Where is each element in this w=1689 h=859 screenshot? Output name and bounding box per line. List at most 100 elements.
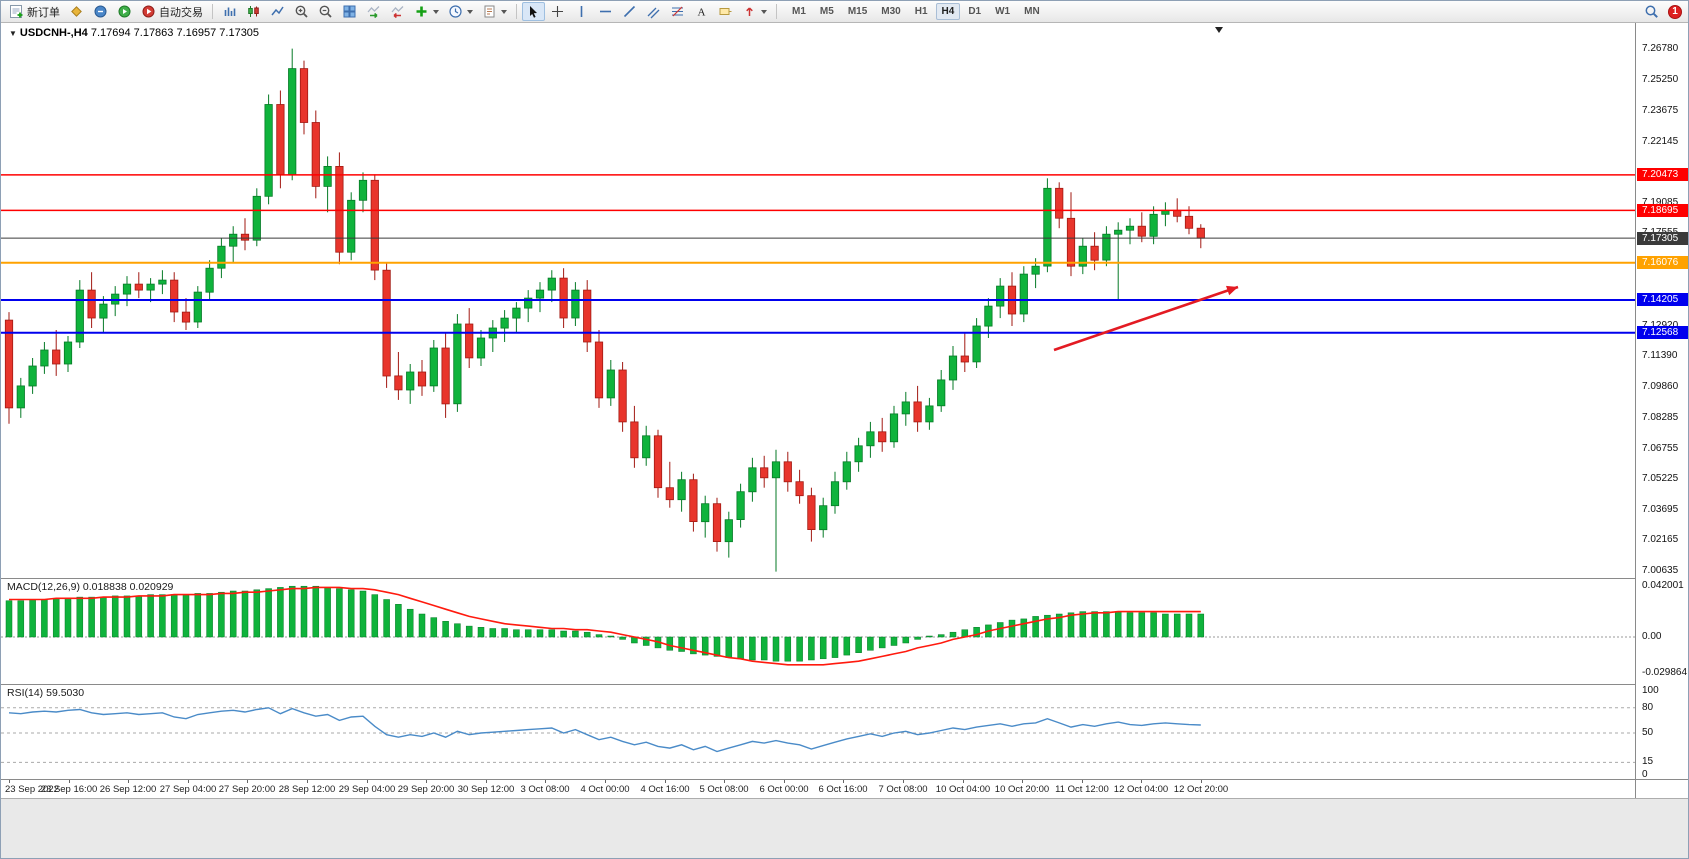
strategy-tester-button[interactable] — [113, 2, 136, 21]
candle-body — [99, 303, 108, 319]
trend-arrow[interactable] — [1053, 285, 1239, 352]
macd-panel-canvas[interactable] — [1, 579, 1635, 683]
macd-histogram-bar — [666, 636, 674, 651]
trendline-tool-button[interactable] — [618, 2, 641, 21]
macd-histogram-bar — [902, 636, 910, 644]
rsi-axis-label: 0 — [1642, 769, 1648, 780]
arrows-tool-button[interactable] — [738, 2, 771, 21]
cursor-tool-button[interactable] — [522, 2, 545, 21]
zoom-out-button[interactable] — [314, 2, 337, 21]
pane-separator[interactable] — [1, 684, 1635, 685]
candle-body — [866, 431, 875, 447]
zoom-out-icon — [319, 5, 332, 18]
time-axis-tick — [367, 780, 368, 783]
candle-body — [984, 305, 993, 327]
candle-body — [854, 445, 863, 463]
macd-histogram-bar — [1103, 611, 1110, 638]
price-axis-label: 7.12920 — [1642, 320, 1678, 332]
timeframe-button-m5[interactable]: M5 — [819, 6, 834, 17]
timeframe-button-mn[interactable]: MN — [1024, 6, 1040, 17]
timeframe-button-m15[interactable]: M15 — [847, 6, 868, 17]
pane-separator[interactable] — [1, 578, 1635, 579]
metaeditor-button[interactable] — [65, 2, 88, 21]
terminal-button[interactable] — [89, 2, 112, 21]
macd-histogram-bar — [1114, 611, 1122, 638]
pivot-line-orange-price-tag: 7.16076 — [1637, 256, 1688, 269]
time-axis-tick — [963, 780, 964, 783]
new-order-label: 新订单 — [27, 6, 60, 19]
macd-histogram-bar — [465, 625, 473, 638]
price-axis[interactable]: 7.267807.252507.236757.221457.190857.175… — [1635, 23, 1688, 780]
timeframe-button-m1[interactable]: M1 — [792, 6, 806, 17]
macd-histogram-bar — [17, 600, 25, 638]
line-chart-button[interactable] — [266, 2, 289, 21]
time-axis-label: 26 Sep 12:00 — [99, 784, 157, 795]
vertical-line-icon — [580, 6, 583, 17]
time-axis-tick — [9, 780, 10, 783]
macd-histogram-bar — [277, 587, 284, 638]
periods-button[interactable] — [444, 2, 477, 21]
indicators-button[interactable] — [410, 2, 443, 21]
time-axis-tick — [903, 780, 904, 783]
scroll-position-marker-icon[interactable] — [1215, 27, 1223, 33]
support-line-lower-price-tag: 7.12568 — [1637, 326, 1688, 339]
time-axis-label: 7 Oct 08:00 — [878, 784, 928, 795]
bar-chart-button[interactable] — [218, 2, 241, 21]
candlestick-chart-button[interactable] — [242, 2, 265, 21]
price-axis-label: 7.11390 — [1642, 350, 1678, 361]
timeframe-button-h1[interactable]: H1 — [914, 6, 928, 17]
macd-histogram-bar — [88, 596, 95, 638]
macd-histogram-bar — [52, 598, 60, 638]
macd-histogram-bar — [760, 636, 768, 661]
macd-histogram-bar — [1126, 612, 1134, 638]
macd-histogram-bar — [808, 636, 815, 661]
candle-body — [760, 467, 769, 479]
candle-body — [500, 317, 509, 329]
rsi-panel-canvas[interactable] — [1, 685, 1635, 779]
tile-windows-button[interactable] — [338, 2, 361, 21]
candle-body — [347, 199, 356, 253]
macd-histogram-bar — [949, 631, 957, 638]
macd-histogram-bar — [170, 594, 178, 638]
text-label-tool-button[interactable] — [714, 2, 737, 21]
macd-histogram-bar — [229, 590, 237, 638]
main-chart-canvas[interactable] — [1, 23, 1635, 579]
vertical-line-tool-button[interactable] — [570, 2, 593, 21]
zoom-in-button[interactable] — [290, 2, 313, 21]
candle-body — [1149, 213, 1158, 237]
candle-body — [948, 355, 958, 381]
macd-histogram-bar — [147, 594, 154, 638]
time-axis-tick — [1082, 780, 1083, 783]
macd-histogram-bar — [76, 596, 84, 638]
candle-body — [28, 365, 37, 387]
horizontal-line-tool-button[interactable] — [594, 2, 617, 21]
macd-histogram-bar — [29, 599, 36, 638]
channel-tool-button[interactable] — [642, 2, 665, 21]
time-axis-label: 27 Sep 04:00 — [159, 784, 217, 795]
chart-shift-button[interactable] — [386, 2, 409, 21]
auto-trading-button[interactable]: 自动交易 — [137, 2, 207, 21]
new-order-button[interactable]: 新订单 — [5, 2, 64, 21]
timeframe-button-h4[interactable]: H4 — [935, 3, 961, 20]
search-button[interactable] — [1640, 2, 1663, 21]
fibonacci-tool-button[interactable] — [666, 2, 689, 21]
timeframe-button-d1[interactable]: D1 — [968, 6, 982, 17]
timeframe-button-m30[interactable]: M30 — [881, 6, 901, 17]
timeframe-button-w1[interactable]: W1 — [995, 6, 1011, 17]
price-axis-label: 7.26780 — [1642, 43, 1679, 54]
candle-body — [524, 297, 533, 309]
macd-histogram-bar — [123, 595, 131, 638]
macd-histogram-bar — [1173, 613, 1181, 638]
time-axis-tick — [307, 780, 308, 783]
templates-button[interactable] — [478, 2, 511, 21]
candle-body — [559, 277, 568, 319]
candle-body — [370, 179, 379, 271]
crosshair-tool-button[interactable] — [546, 2, 569, 21]
notification-badge[interactable]: 1 — [1668, 4, 1682, 19]
time-axis-label: 10 Oct 04:00 — [935, 784, 991, 795]
toolbar-right-group: 1 — [1640, 2, 1684, 21]
time-axis[interactable]: 23 Sep 2022 23 Sep 16:00 26 Sep 12:00 27 Se… — [1, 779, 1635, 798]
text-tool-button[interactable]: A — [690, 2, 713, 21]
price-axis-label: 7.00635 — [1642, 565, 1679, 576]
auto-scroll-button[interactable] — [362, 2, 385, 21]
